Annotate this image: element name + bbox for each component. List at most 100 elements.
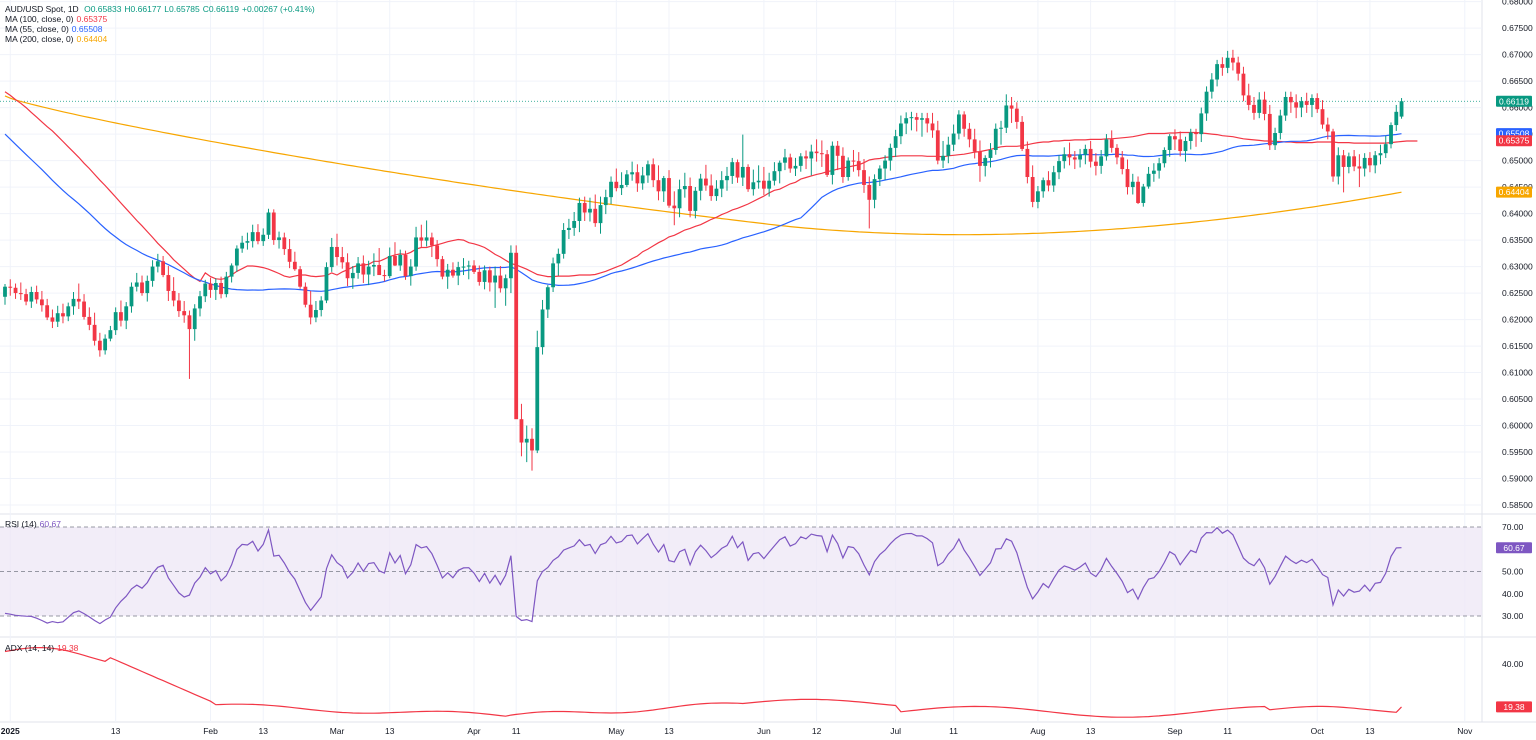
adx-value: 19.38 — [57, 643, 79, 653]
ma100-legend[interactable]: MA (100, close, 0) 0.65375 — [5, 14, 110, 24]
candle-body — [835, 145, 840, 156]
y-tick-label: 0.62000 — [1502, 315, 1533, 325]
adx-label: ADX (14, 14) — [5, 643, 55, 653]
candle-body — [804, 156, 808, 159]
rsi-band — [0, 527, 1482, 616]
ma200-legend[interactable]: MA (200, close, 0) 0.64404 — [5, 34, 110, 44]
candle-body — [872, 179, 877, 200]
x-tick-label: Sep — [1167, 726, 1182, 736]
candle-body — [962, 114, 967, 129]
candle-body — [704, 178, 708, 186]
candle-body — [1231, 57, 1235, 63]
candle-body — [487, 270, 492, 283]
candle-body — [809, 151, 814, 159]
candle-body — [414, 237, 418, 267]
candle-body — [656, 180, 661, 192]
candle-body — [1267, 113, 1272, 146]
candle-body — [1352, 156, 1357, 167]
candle-body — [1331, 131, 1335, 177]
candle-body — [292, 261, 297, 270]
ma55-legend[interactable]: MA (55, close, 0) 0.65508 — [5, 24, 106, 34]
candle-body — [24, 294, 28, 302]
price-axis[interactable]: 0.68000 0.67500 0.67000 0.66500 0.66000 0.655… — [1496, 0, 1533, 713]
candle-body — [282, 237, 287, 250]
candle-body — [561, 230, 566, 254]
candle-body — [788, 157, 793, 169]
ma200-tag-bg — [1496, 186, 1532, 198]
candle-body — [319, 300, 324, 311]
candle-body — [609, 181, 613, 198]
x-tick-label: 2025 — [1, 726, 20, 736]
candle-body — [66, 306, 71, 317]
candle-body — [677, 189, 682, 209]
x-tick-label: 11 — [1223, 726, 1232, 736]
candle-body — [1141, 186, 1146, 203]
candle-body — [208, 283, 213, 290]
ma200-label: MA (200, close, 0) — [5, 34, 74, 44]
candle-body — [1067, 154, 1072, 158]
ma200-tag: 0.64404 — [1499, 187, 1530, 197]
x-tick-label: 13 — [1365, 726, 1375, 736]
candle-body — [408, 266, 413, 277]
candle-body — [935, 130, 940, 161]
candle-body — [1341, 155, 1346, 167]
candle-body — [314, 310, 318, 318]
candle-body — [519, 419, 524, 443]
candle-body — [187, 315, 192, 330]
candle-body — [719, 180, 724, 189]
candle-body — [635, 172, 640, 184]
candle-body — [904, 118, 909, 124]
candle-body — [472, 265, 476, 272]
candle-body — [1030, 177, 1035, 202]
candle-body — [777, 162, 782, 172]
candle-body — [1325, 124, 1330, 132]
candle-body — [1115, 147, 1119, 158]
candle-body — [92, 324, 97, 341]
candle-body — [303, 286, 308, 305]
candle-body — [783, 157, 787, 163]
candle-body — [1368, 157, 1372, 166]
candle-body — [61, 313, 65, 317]
candle-body — [867, 184, 872, 200]
x-tick-label: 11 — [949, 726, 958, 736]
candle-body — [509, 252, 513, 279]
candle-body — [324, 267, 329, 301]
candle-body — [1072, 157, 1077, 160]
candle-body — [298, 269, 303, 287]
candle-body — [930, 123, 935, 131]
symbol-legend[interactable]: AUD/USD Spot, 1D O0.65833 H0.66177 L0.6578… — [5, 4, 318, 14]
candle-body — [920, 118, 924, 120]
symbol-title: AUD/USD Spot, 1D — [5, 4, 79, 14]
candle-body — [229, 265, 234, 277]
candle-body — [451, 269, 455, 276]
candle-body — [735, 162, 740, 178]
candle-body — [119, 312, 123, 321]
rsi-legend[interactable]: RSI (14) 60.67 — [5, 519, 64, 529]
candle-body — [1357, 166, 1362, 169]
adx-legend[interactable]: ADX (14, 14) 19.38 — [5, 643, 81, 653]
last-price-tag-bg — [1496, 95, 1532, 107]
candle-body — [746, 166, 750, 190]
candle-body — [1104, 139, 1109, 157]
candle-body — [245, 241, 250, 243]
candle-body — [1262, 99, 1267, 114]
candle-body — [377, 264, 382, 276]
candle-body — [1162, 149, 1167, 164]
candle-body — [461, 266, 466, 268]
candle-body — [1088, 148, 1093, 162]
rsi-tag: 60.67 — [1503, 543, 1525, 553]
candle-body — [640, 175, 645, 184]
candle-body — [851, 160, 856, 162]
time-axis[interactable]: 2025 13 Feb 13 Mar 13 Apr 11 May 13 Jun 12 Jul 11 Aug 1… — [1, 726, 1473, 736]
candle-body — [1009, 105, 1014, 109]
ma200-line — [4, 95, 1402, 236]
candle-body — [382, 275, 387, 277]
candle-body — [978, 151, 982, 166]
candle-body — [393, 255, 397, 266]
candle-body — [877, 168, 882, 180]
candle-body — [498, 275, 503, 289]
candle-body — [983, 157, 988, 166]
candle-body — [1199, 113, 1204, 135]
candle-body — [503, 278, 508, 289]
